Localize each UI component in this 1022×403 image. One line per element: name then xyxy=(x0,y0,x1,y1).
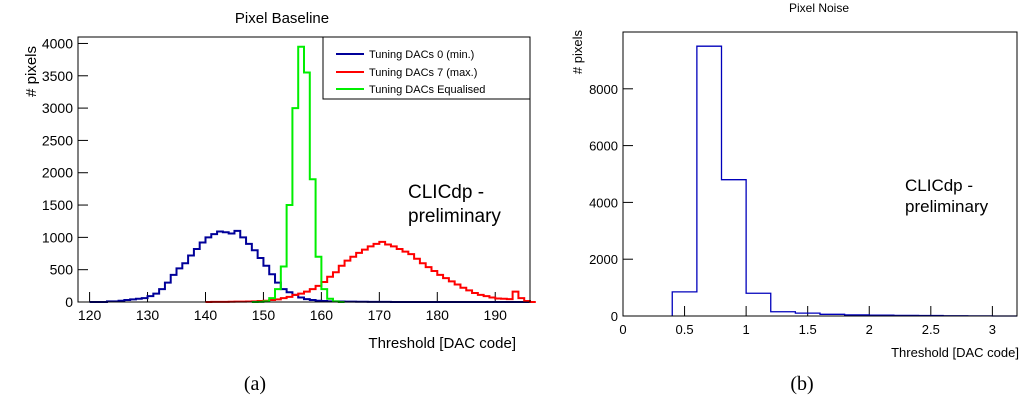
panel-b-annotation-line2: preliminary xyxy=(905,197,989,216)
panel-a-xtick-label: 120 xyxy=(78,307,102,323)
panel-b-xtick-label: 2 xyxy=(866,322,873,337)
panel-a-frame xyxy=(77,36,531,303)
panel-a-title: Pixel Baseline xyxy=(235,10,329,27)
panel-b-ytick-label: 2000 xyxy=(589,252,618,267)
panel-b-caption: (b) xyxy=(790,373,813,395)
legend-entry-0: Tuning DACs 0 (min.) xyxy=(336,49,474,61)
panel-a-caption: (a) xyxy=(244,373,266,395)
panel-a-ytick-label: 1000 xyxy=(42,229,73,245)
panel-a-ytick-label: 4000 xyxy=(42,35,73,51)
panel-a-ytick-label: 500 xyxy=(50,262,74,278)
panel-a-annotation-line2: preliminary xyxy=(408,206,501,227)
legend-label-2: Tuning DACs Equalised xyxy=(369,84,485,96)
panel-a-xtick-label: 150 xyxy=(252,307,276,323)
panel-b-ytick-label: 6000 xyxy=(589,139,618,154)
legend-entry-2: Tuning DACs Equalised xyxy=(336,84,485,96)
panel-b-xtick-label: 1 xyxy=(743,322,750,337)
panel-b-xtick-label: 0.5 xyxy=(676,322,694,337)
panel-a-xtick-label: 180 xyxy=(426,307,450,323)
panel-a-ytick-label: 1500 xyxy=(42,197,73,213)
panel-b: Pixel Noise # pixels 0 0.5 1 1.5 2 2.5 3 0 2000 4… xyxy=(570,1,1019,395)
panel-b-xlabel: Threshold [DAC code] xyxy=(891,345,1019,360)
panel-a-xlabel: Threshold [DAC code] xyxy=(368,335,516,352)
panel-a-xtick-label: 160 xyxy=(310,307,334,323)
panel-b-ytick-label: 0 xyxy=(611,309,618,324)
panel-a-ylabel: # pixels xyxy=(23,46,40,97)
panel-a-ytick-label: 0 xyxy=(65,294,73,310)
panel-a-legend: Tuning DACs 0 (min.) Tuning DACs 7 (max.… xyxy=(322,36,531,100)
panel-a-ytick-label: 3000 xyxy=(42,100,73,116)
panel-b-xtick-label: 3 xyxy=(989,322,996,337)
panel-a-series-2 xyxy=(251,45,345,303)
panel-b-xtick-label: 2.5 xyxy=(922,322,940,337)
panel-a-axes: 120 130 140 150 160 170 180 190 0 500 1000 1500 2000… xyxy=(42,35,507,323)
legend-label-1: Tuning DACs 7 (max.) xyxy=(369,67,477,79)
panel-a-ytick-label: 3500 xyxy=(42,68,73,84)
panel-a-ytick-label: 2000 xyxy=(42,165,73,181)
panel-a-xtick-label: 190 xyxy=(484,307,508,323)
panel-b-frame xyxy=(622,31,1018,317)
legend-entry-1: Tuning DACs 7 (max.) xyxy=(336,67,477,79)
panel-a-xtick-label: 140 xyxy=(194,307,218,323)
panel-a-annotation-line1: CLICdp - xyxy=(408,182,484,203)
panel-b-ytick-label: 4000 xyxy=(589,195,618,210)
panel-a-xtick-label: 130 xyxy=(136,307,160,323)
panel-a-xtick-label: 170 xyxy=(368,307,392,323)
panel-b-annotation-line1: CLICdp - xyxy=(905,176,973,195)
panel-b-ylabel: # pixels xyxy=(570,30,585,75)
legend-label-0: Tuning DACs 0 (min.) xyxy=(369,49,474,61)
panel-b-title: Pixel Noise xyxy=(789,1,849,15)
panel-b-ytick-label: 8000 xyxy=(589,82,618,97)
panel-a-ytick-label: 2500 xyxy=(42,132,73,148)
panel-b-xtick-label: 0 xyxy=(619,322,626,337)
panel-a: Pixel Baseline # pixels 120 130 140 150 160 1… xyxy=(23,10,536,395)
panel-b-xtick-label: 1.5 xyxy=(799,322,817,337)
